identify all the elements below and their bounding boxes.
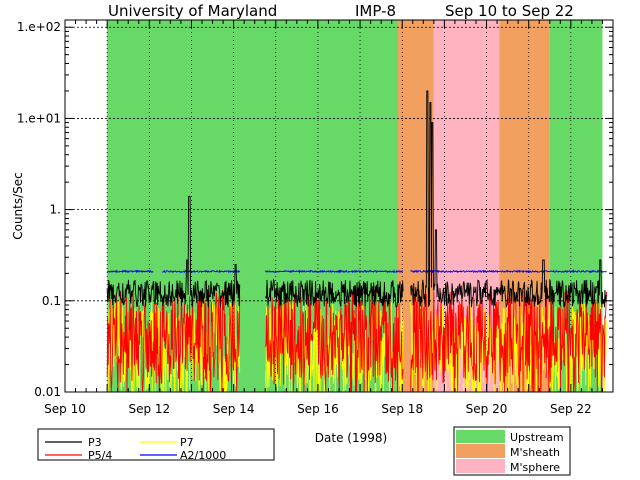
series-a2-1000	[162, 269, 241, 274]
region-label-msphere: M'sphere	[510, 461, 560, 474]
y-tick-label: 1.e+02	[17, 20, 61, 34]
x-tick-label: Sep 16	[297, 402, 339, 416]
x-axis-label: Date (1998)	[315, 431, 387, 445]
series-a2-1000	[410, 269, 607, 274]
region-label-msheath: M'sheath	[510, 446, 560, 459]
series-p3	[410, 90, 607, 308]
x-tick-label: Sep 10	[44, 402, 86, 416]
y-axis-label: Counts/Sec	[11, 172, 25, 240]
series-p5-4	[106, 289, 241, 393]
x-tick-label: Sep 20	[466, 402, 508, 416]
series-p5-4	[265, 289, 404, 393]
legend-label-a2-1000: A2/1000	[180, 449, 226, 462]
x-tick-label: Sep 18	[381, 402, 423, 416]
region-label-upstream: Upstream	[510, 431, 564, 444]
x-tick-label: Sep 22	[550, 402, 592, 416]
series-legend: P3 P7 P5/4 A2/1000	[37, 428, 275, 462]
x-tick-label: Sep 12	[128, 402, 170, 416]
chart-title-middle: IMP-8	[355, 2, 396, 20]
y-tick-label: 1.	[50, 203, 61, 217]
y-tick-label: 0.01	[34, 385, 61, 399]
data-series	[106, 90, 607, 393]
chart-title-left: University of Maryland	[108, 2, 277, 20]
y-tick-label: 1.e+01	[17, 111, 61, 125]
legend-label-p5-4: P5/4	[88, 449, 112, 462]
region-legend-box	[453, 426, 571, 476]
x-tick-label: Sep 14	[213, 402, 255, 416]
region-swatch-msheath	[456, 444, 505, 458]
series-legend-box	[37, 428, 275, 461]
series-a2-1000	[107, 269, 154, 274]
axis-ticks: Sep 10 Sep 12 Sep 14 Sep 16 Sep 18 Sep 20 Sep …	[17, 20, 614, 416]
chart-title-right: Sep 10 to Sep 22	[445, 2, 574, 20]
series-p5-4	[410, 289, 607, 393]
series-p3	[106, 195, 241, 308]
y-tick-label: 0.1	[42, 294, 61, 308]
region-swatch-upstream	[456, 430, 505, 443]
series-p3	[265, 278, 404, 308]
legend-label-p7: P7	[180, 436, 194, 449]
region-swatch-msphere	[456, 459, 505, 473]
region-legend: Upstream M'sheath M'sphere	[453, 426, 571, 476]
series-a2-1000	[265, 269, 404, 274]
legend-label-p3: P3	[88, 436, 102, 449]
